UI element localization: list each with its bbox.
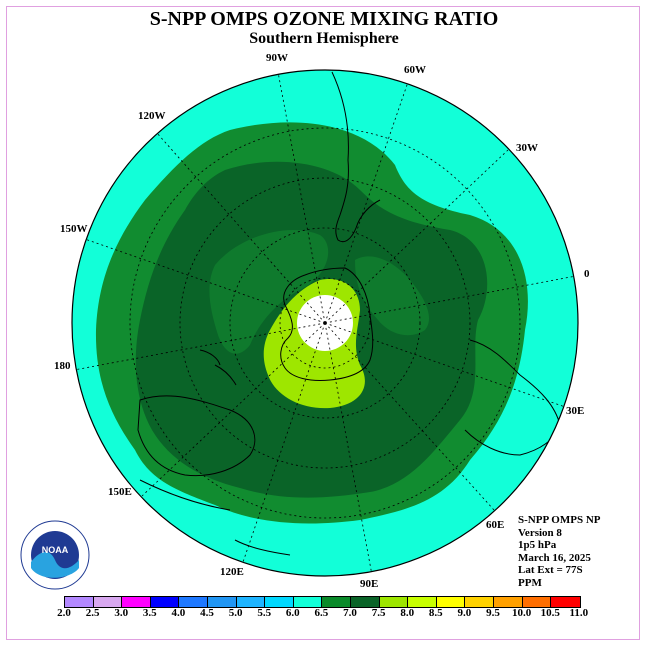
info-version: Version 8 (518, 526, 562, 539)
colorbar (64, 596, 581, 608)
colorbar-segment (322, 597, 351, 607)
colorbar-tick-label: 10.5 (540, 607, 560, 619)
colorbar-tick-label: 8.0 (400, 607, 415, 619)
label-30e: 30E (566, 405, 585, 417)
info-instrument: S-NPP OMPS NP (518, 514, 601, 526)
label-120w: 120W (138, 110, 166, 122)
colorbar-tick-label: 2.0 (57, 607, 71, 619)
colorbar-segment (551, 597, 580, 607)
label-180: 180 (54, 360, 71, 372)
colorbar-tick-label: 7.5 (371, 607, 386, 619)
south-pole-dot (323, 321, 327, 325)
colorbar-segment (379, 597, 409, 607)
colorbar-tick-label: 2.5 (85, 607, 100, 619)
label-120e: 120E (220, 566, 244, 578)
label-60e: 60E (486, 519, 505, 531)
colorbar-tick-label: 7.0 (343, 607, 357, 619)
label-150e: 150E (108, 486, 132, 498)
map-border (71, 69, 579, 577)
label-30w: 30W (516, 142, 538, 154)
colorbar-segment (65, 597, 94, 607)
colorbar-tick-label: 6.0 (285, 607, 300, 619)
colorbar-segment (493, 597, 523, 607)
colorbar-tick-label: 9.0 (457, 607, 472, 619)
label-90e: 90E (360, 578, 379, 590)
colorbar-tick-label: 10.0 (511, 607, 532, 619)
info-units: PPM (518, 576, 542, 589)
latitude-grid (129, 127, 521, 519)
info-pressure: 1p5 hPa (518, 539, 557, 551)
map-subtitle: Southern Hemisphere (249, 30, 399, 47)
colorbar-tick-label: 5.5 (257, 607, 272, 619)
colorbar-segment (522, 597, 552, 607)
colorbar-segment (408, 597, 437, 607)
label-90w: 90W (266, 52, 288, 64)
colorbar-segment (179, 597, 208, 607)
colorbar-tick-label: 4.0 (171, 607, 186, 619)
colorbar-segment (122, 597, 151, 607)
info-block: S-NPP OMPS NP Version 8 1p5 hPa March 16… (518, 514, 601, 589)
colorbar-tick-label: 4.5 (200, 607, 214, 619)
colorbar-ticks: 2.0 2.5 3.0 3.5 4.0 4.5 5.0 5.5 6.0 6.5 7.0 7.5 8.0 8… (52, 607, 612, 621)
colorbar-tick-label: 9.5 (486, 607, 500, 619)
coastlines (137, 71, 561, 556)
contour-6.0-6.5-lobe (355, 256, 430, 336)
colorbar-tick-label: 11.0 (569, 607, 589, 619)
colorbar-segment (293, 597, 323, 607)
colorbar-tick-label: 6.5 (314, 607, 329, 619)
colorbar-tick-label: 5.0 (228, 607, 243, 619)
label-60w: 60W (404, 64, 426, 76)
colorbar-tick-label: 8.5 (428, 607, 443, 619)
logo-text: NOAA (42, 545, 69, 555)
noaa-logo: NOAA (20, 520, 90, 590)
colorbar-segment (150, 597, 180, 607)
map-title: S-NPP OMPS OZONE MIXING RATIO (149, 8, 499, 30)
info-date: March 16, 2025 (518, 551, 591, 564)
contour-6.0-6.5-inner (209, 229, 329, 354)
colorbar-tick-label: 3.5 (142, 607, 157, 619)
colorbar-segment (265, 597, 294, 607)
label-150w: 150W (60, 223, 88, 235)
colorbar-segment (436, 597, 466, 607)
info-lat-ext: Lat Ext = 77S (518, 564, 583, 576)
plot-frame (6, 6, 640, 640)
colorbar-tick-label: 3.0 (114, 607, 129, 619)
colorbar-segment (93, 597, 123, 607)
colorbar-segment (350, 597, 380, 607)
label-0: 0 (584, 268, 590, 280)
meridian-grid (73, 71, 577, 576)
colorbar-segment (465, 597, 494, 607)
colorbar-segment (207, 597, 237, 607)
colorbar-segment (236, 597, 266, 607)
